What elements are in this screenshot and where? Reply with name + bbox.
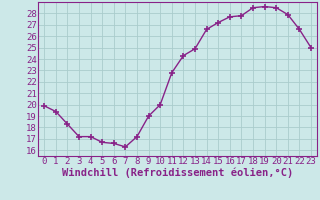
X-axis label: Windchill (Refroidissement éolien,°C): Windchill (Refroidissement éolien,°C) xyxy=(62,168,293,178)
